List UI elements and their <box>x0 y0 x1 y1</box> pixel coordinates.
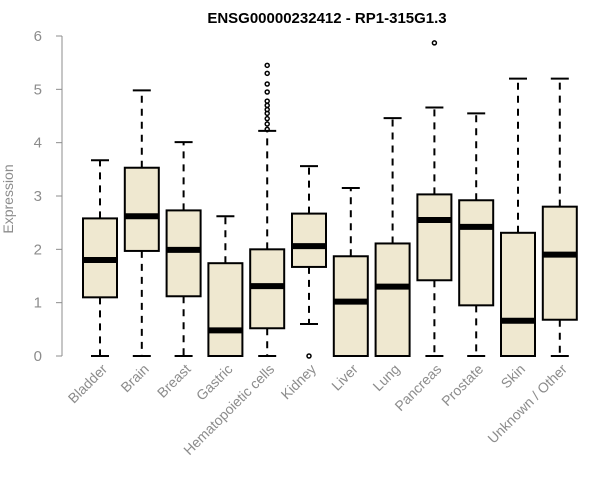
box-group <box>82 159 118 357</box>
x-tick-label: Kidney <box>278 361 320 403</box>
box-group <box>249 62 286 357</box>
outlier-point <box>264 115 270 122</box>
y-tick-label: 3 <box>34 188 42 205</box>
y-axis: 0 1 2 3 4 5 6 <box>34 28 63 365</box>
box <box>374 242 411 357</box>
box-group <box>207 215 244 358</box>
outlier-point <box>306 353 312 359</box>
y-tick-label: 0 <box>34 348 42 365</box>
y-tick-label: 6 <box>34 28 42 45</box>
outlier-point <box>264 106 270 113</box>
box-group <box>332 187 369 357</box>
x-tick-label: Skin <box>498 361 529 392</box>
box <box>458 199 495 307</box>
x-tick-label: Liver <box>328 361 361 394</box>
outlier-point <box>264 70 270 77</box>
box-group <box>291 165 327 359</box>
box-group <box>458 112 495 357</box>
box <box>416 193 453 282</box>
outlier-point <box>264 102 270 109</box>
y-tick-label: 2 <box>34 241 42 258</box>
box <box>123 166 160 252</box>
box-group <box>374 117 411 357</box>
x-tick-label: Breast <box>154 361 194 401</box>
box <box>332 255 369 357</box>
outlier-point <box>264 98 270 104</box>
y-tick-label: 4 <box>34 135 42 152</box>
y-tick-label: 5 <box>34 81 42 98</box>
box <box>541 205 578 321</box>
y-axis-label: Expression <box>0 164 16 233</box>
box <box>207 262 244 358</box>
box-group <box>165 141 202 357</box>
boxes <box>82 40 578 359</box>
x-tick-label: Prostate <box>438 361 486 409</box>
box-group <box>416 40 453 357</box>
box <box>165 209 202 298</box>
outlier-point <box>264 89 270 95</box>
outlier-point <box>264 126 270 133</box>
x-tick-label: Bladder <box>65 361 111 407</box>
x-tick-label: Lung <box>369 361 402 394</box>
y-tick-label: 1 <box>34 295 42 312</box>
outlier-point <box>264 62 270 69</box>
outlier-point <box>264 81 270 87</box>
x-tick-label: Brain <box>117 361 151 395</box>
box-group <box>123 89 160 357</box>
box-group <box>500 77 536 357</box>
chart-title: ENSG00000232412 - RP1-315G1.3 <box>207 10 446 27</box>
outlier-point <box>431 40 438 46</box>
box <box>291 212 327 268</box>
box <box>500 231 536 357</box>
x-tick-label: Unknown / Other <box>484 361 570 447</box>
outlier-point <box>264 121 270 127</box>
box-group <box>541 77 578 357</box>
